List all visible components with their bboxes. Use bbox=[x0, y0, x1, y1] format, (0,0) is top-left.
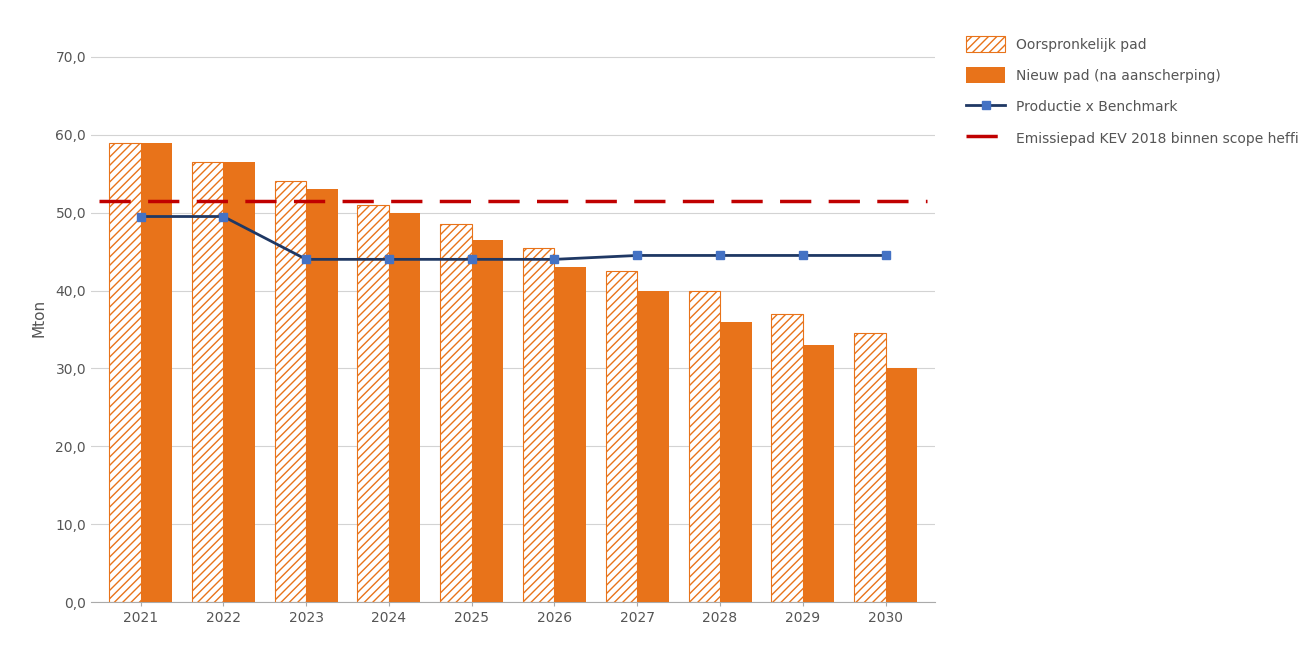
Bar bbox=[140, 142, 171, 602]
Bar bbox=[307, 189, 338, 602]
Bar bbox=[223, 162, 255, 602]
Bar bbox=[886, 369, 917, 602]
Bar bbox=[605, 271, 638, 602]
Y-axis label: Mton: Mton bbox=[32, 299, 47, 337]
Bar bbox=[109, 142, 140, 602]
Bar bbox=[388, 213, 421, 602]
Legend: Oorspronkelijk pad, Nieuw pad (na aanscherping), Productie x Benchmark, Emissiep: Oorspronkelijk pad, Nieuw pad (na aansch… bbox=[959, 29, 1299, 153]
Bar bbox=[720, 322, 752, 602]
Bar bbox=[357, 205, 388, 602]
Bar bbox=[803, 345, 834, 602]
Bar bbox=[772, 314, 803, 602]
Bar bbox=[192, 162, 223, 602]
Bar bbox=[274, 181, 307, 602]
Bar bbox=[523, 248, 555, 602]
Bar bbox=[638, 290, 669, 602]
Bar bbox=[688, 290, 720, 602]
Bar bbox=[472, 240, 503, 602]
Bar bbox=[440, 224, 472, 602]
Bar bbox=[555, 267, 586, 602]
Bar bbox=[855, 333, 886, 602]
